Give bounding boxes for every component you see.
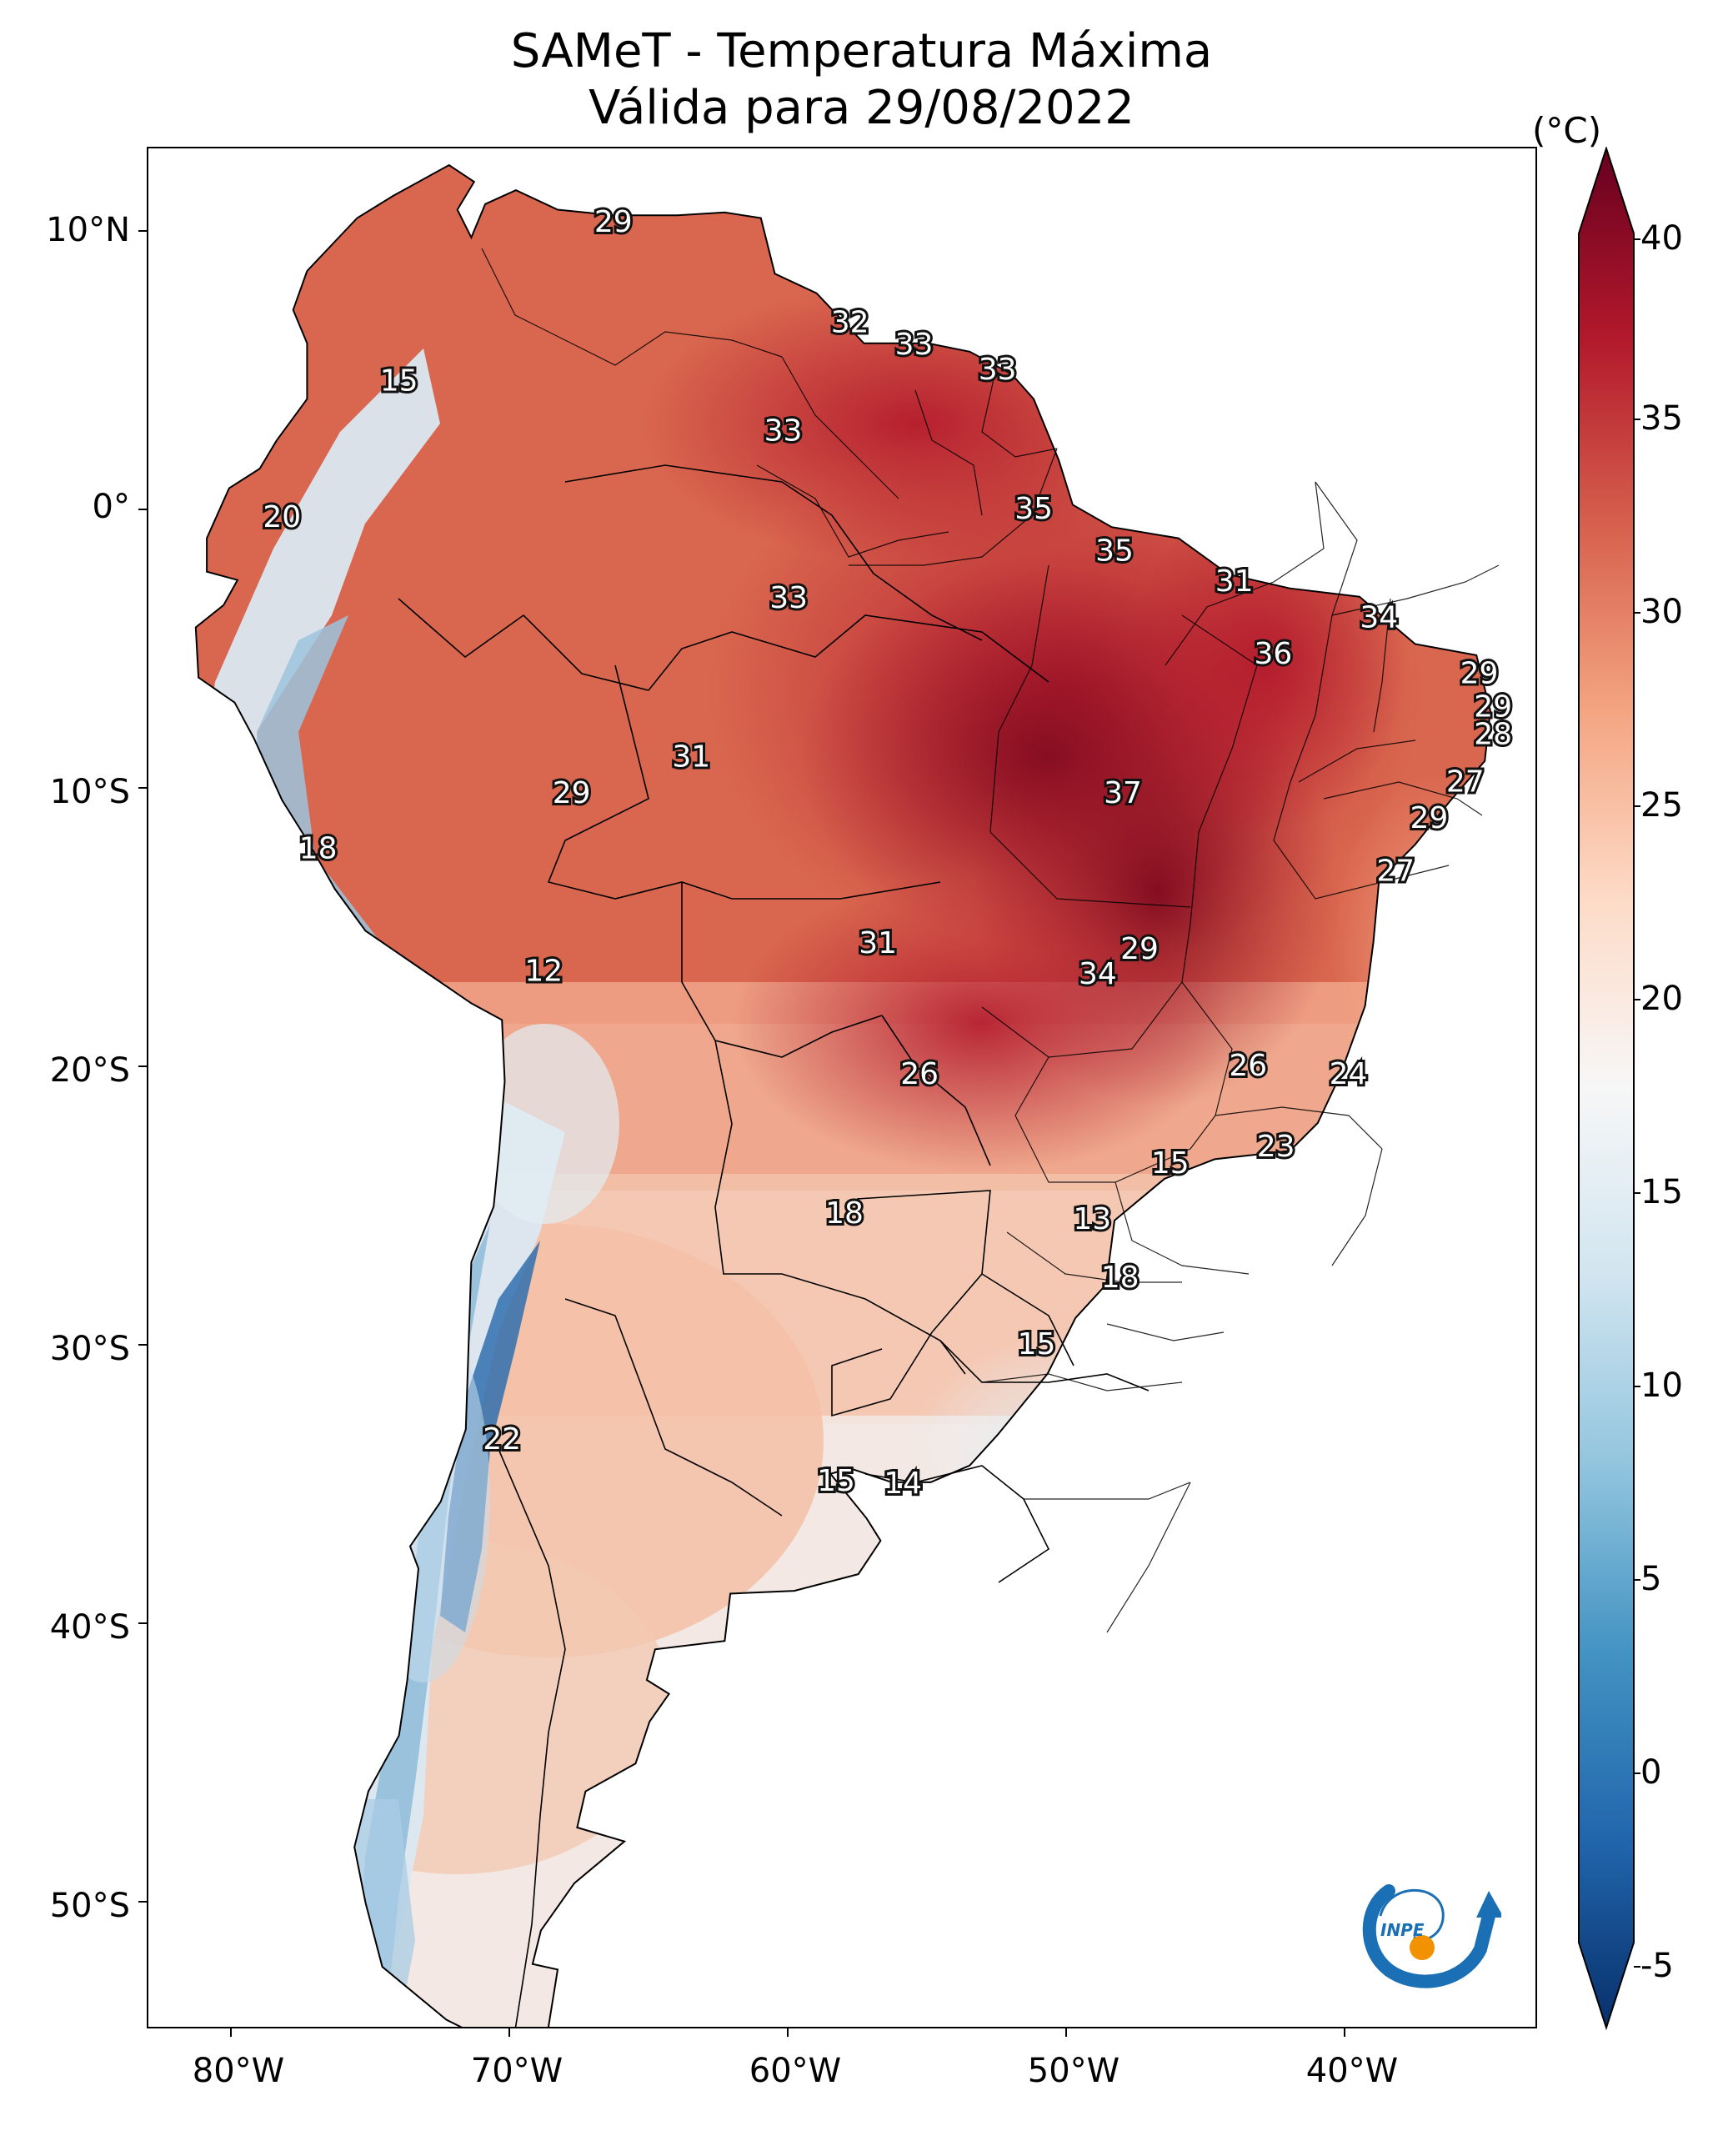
coastline bbox=[194, 163, 1491, 2027]
temperature-value-label: 34 bbox=[1079, 957, 1117, 991]
inpe-logo-text: INPE bbox=[1380, 1920, 1425, 1940]
inpe-arrow-icon bbox=[1362, 1884, 1495, 1988]
temperature-value-label: 35 bbox=[1014, 492, 1053, 526]
temperature-value-label: 28 bbox=[1474, 718, 1512, 752]
colorbar-tick-0: 0 bbox=[1640, 1753, 1662, 1792]
colorbar-tick-40: 40 bbox=[1640, 219, 1683, 258]
lat-tick bbox=[138, 1344, 147, 1346]
temperature-value-label: 15 bbox=[1151, 1146, 1190, 1181]
inpe-logo: INPE bbox=[1355, 1866, 1504, 1991]
colorbar-tick-35: 35 bbox=[1640, 399, 1683, 438]
temperature-map: 2915203233333335353134333629292827292731… bbox=[194, 163, 1515, 2027]
colorbar-unit: (°C) bbox=[1532, 110, 1602, 151]
lon-tick bbox=[1065, 2028, 1067, 2037]
colorbar-tick-15: 15 bbox=[1640, 1173, 1683, 1211]
lat-tick bbox=[138, 787, 147, 789]
state-borders bbox=[481, 248, 1500, 1633]
lat-label-10n: 10°N bbox=[46, 211, 130, 249]
lon-tick bbox=[230, 2028, 232, 2037]
temperature-value-label: 20 bbox=[263, 500, 301, 534]
temperature-value-label: 29 bbox=[1410, 801, 1448, 835]
temperature-value-label: 26 bbox=[1229, 1049, 1267, 1083]
temperature-value-label: 14 bbox=[884, 1467, 922, 1501]
temperature-value-label: 33 bbox=[895, 328, 934, 362]
colorbar-tick-25: 25 bbox=[1640, 786, 1683, 825]
temperature-value-label: 18 bbox=[825, 1196, 864, 1231]
lon-label-40w: 40°W bbox=[1305, 2052, 1399, 2090]
lat-label-10s: 10°S bbox=[49, 773, 130, 811]
temperature-value-label: 22 bbox=[483, 1422, 521, 1457]
temperature-value-label: 18 bbox=[1101, 1261, 1139, 1295]
temperature-value-label: 32 bbox=[831, 305, 869, 339]
colorbar-tick-30: 30 bbox=[1640, 593, 1683, 631]
lon-tick bbox=[1344, 2028, 1345, 2037]
colorbar bbox=[1578, 147, 1635, 2031]
temperature-value-label: 34 bbox=[1360, 601, 1398, 635]
lat-label-50s: 50°S bbox=[49, 1887, 130, 1925]
lat-tick bbox=[138, 1065, 147, 1067]
temperature-value-label: 27 bbox=[1446, 765, 1485, 800]
colorbar-tick-10: 10 bbox=[1640, 1366, 1683, 1405]
temperature-value-label: 37 bbox=[1104, 776, 1142, 810]
temperature-value-label: 29 bbox=[1474, 689, 1512, 724]
inpe-logo-graphic: INPE bbox=[1362, 1884, 1504, 1988]
lat-tick bbox=[138, 509, 147, 510]
temperature-value-label: 29 bbox=[553, 776, 591, 810]
temperature-value-label: 35 bbox=[1095, 534, 1134, 568]
lon-label-60w: 60°W bbox=[749, 2052, 842, 2090]
temperature-value-label: 29 bbox=[594, 205, 633, 239]
temperature-value-label: 33 bbox=[979, 353, 1017, 387]
lon-label-50w: 50°W bbox=[1027, 2052, 1120, 2090]
lat-label-0: 0° bbox=[92, 488, 130, 526]
lon-label-70w: 70°W bbox=[470, 2052, 563, 2090]
lon-tick bbox=[787, 2028, 789, 2037]
temperature-value-label: 15 bbox=[1018, 1327, 1056, 1361]
lat-label-40s: 40°S bbox=[49, 1608, 130, 1647]
temperature-value-label: 13 bbox=[1073, 1202, 1111, 1236]
temperature-value-label: 31 bbox=[1215, 564, 1254, 599]
temperature-value-label: 33 bbox=[764, 414, 803, 449]
inpe-dot-icon bbox=[1410, 1935, 1435, 1960]
temperature-value-label: 15 bbox=[380, 364, 418, 399]
title-line-2: Válida para 29/08/2022 bbox=[589, 81, 1134, 135]
temperature-value-label: 31 bbox=[859, 926, 897, 960]
temperature-value-label: 29 bbox=[1460, 656, 1499, 690]
temperature-value-label: 23 bbox=[1257, 1130, 1295, 1164]
lat-tick bbox=[138, 1901, 147, 1903]
colorbar-tick-minus5: -5 bbox=[1640, 1947, 1674, 1985]
colorbar-tick-20: 20 bbox=[1640, 980, 1683, 1018]
temperature-value-label: 27 bbox=[1376, 854, 1415, 888]
inpe-arrowhead-icon bbox=[1476, 1891, 1504, 1918]
country-borders bbox=[398, 464, 1150, 2027]
temperature-value-label: 26 bbox=[900, 1057, 939, 1091]
temperature-value-label: 36 bbox=[1254, 637, 1292, 671]
colorbar-gradient bbox=[1578, 147, 1635, 2031]
colorbar-tick-5: 5 bbox=[1640, 1560, 1662, 1598]
temperature-value-label: 18 bbox=[299, 832, 338, 866]
title-line-1: SAMeT - Temperatura Máxima bbox=[510, 24, 1213, 78]
lat-tick bbox=[138, 230, 147, 232]
lat-tick bbox=[138, 1622, 147, 1624]
lon-label-80w: 80°W bbox=[192, 2052, 285, 2090]
map-panel: 29 15 20 32 33 33 33 35 35 31 34 33 36 29 29 28 27 29 27 31… bbox=[147, 147, 1537, 2028]
temperature-value-label: 15 bbox=[817, 1464, 855, 1498]
temperature-value-label: 33 bbox=[769, 581, 808, 615]
lat-label-20s: 20°S bbox=[49, 1051, 130, 1090]
lon-tick bbox=[508, 2028, 510, 2037]
temperature-value-label: 12 bbox=[524, 955, 563, 989]
temperature-value-label: 31 bbox=[672, 740, 710, 775]
temperature-value-label: 29 bbox=[1120, 932, 1159, 966]
lat-label-30s: 30°S bbox=[49, 1330, 130, 1368]
map-title: SAMeT - Temperatura Máxima Válida para 2… bbox=[0, 23, 1723, 137]
temperature-value-label: 24 bbox=[1330, 1057, 1368, 1091]
